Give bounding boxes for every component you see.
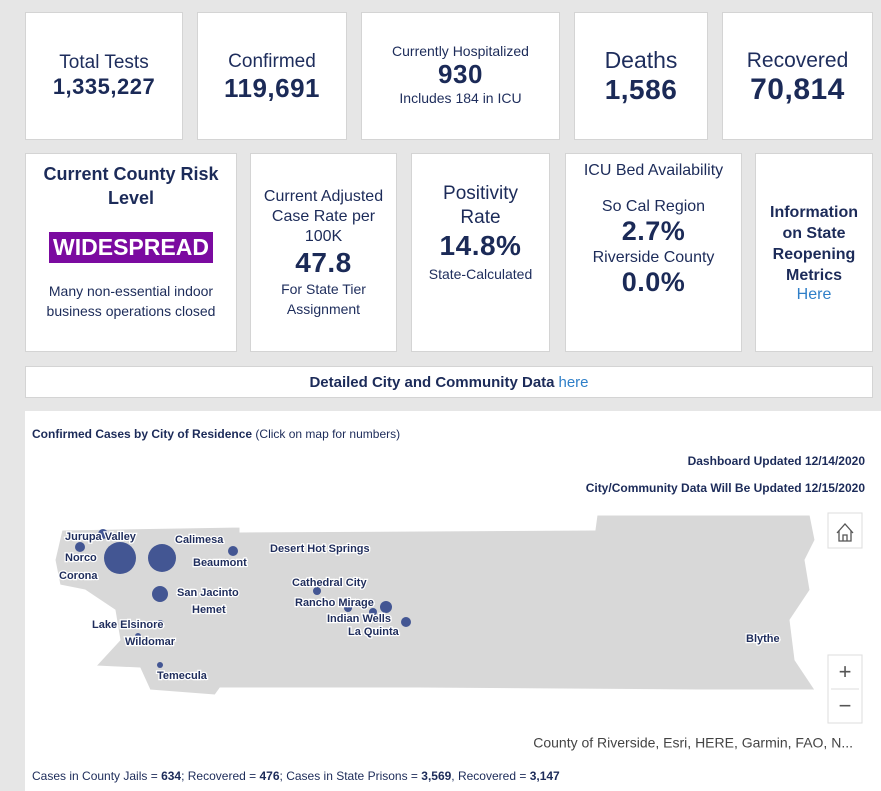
map-title: Confirmed Cases by City of Residence xyxy=(32,427,253,441)
case-rate-value: 47.8 xyxy=(295,246,352,278)
stat-card: Currently Hospitalized 930 Includes 184 … xyxy=(361,12,560,140)
map-heading: Confirmed Cases by City of Residence (Cl… xyxy=(32,427,400,441)
city-dot xyxy=(369,608,377,616)
positivity-card: Positivity Rate 14.8% State-Calculated xyxy=(411,153,550,352)
footer-separator: , xyxy=(451,769,458,783)
city-dot xyxy=(313,587,321,595)
city-label: Jurupa Valley xyxy=(65,531,137,543)
footer-label: Recovered = xyxy=(187,769,260,783)
footer-value: 634 xyxy=(161,769,182,783)
city-label: Blythe xyxy=(746,633,780,645)
stat-label: Confirmed xyxy=(228,51,316,72)
stat-value: 930 xyxy=(438,59,483,89)
icu-region: So Cal Region xyxy=(601,198,706,215)
icu-title: ICU Bed Availability xyxy=(583,162,724,179)
case-rate-card: Current Adjusted Case Rate per 100K 47.8… xyxy=(250,153,397,352)
stat-card: Deaths 1,586 xyxy=(574,12,708,140)
city-dot xyxy=(344,604,352,612)
footer-label: Recovered = xyxy=(457,769,530,783)
city-dot xyxy=(228,546,238,556)
stat-card: Confirmed 119,691 xyxy=(197,12,347,140)
city-dot xyxy=(135,633,141,639)
map-city-updated: City/Community Data Will Be Updated 12/1… xyxy=(585,481,865,495)
home-icon xyxy=(836,523,854,542)
footer-value: 3,569 xyxy=(421,769,452,783)
stat-label: Deaths xyxy=(604,46,678,73)
map-attribution: County of Riverside, Esri, HERE, Garmin,… xyxy=(533,735,853,751)
stat-card: Total Tests 1,335,227 xyxy=(25,12,183,140)
map[interactable]: Jurupa Valley Norco Corona Calimesa Beaumont… xyxy=(25,411,881,791)
city-label: Wildomar xyxy=(125,636,176,648)
banner: Detailed City and Community Data here xyxy=(25,366,873,398)
city-label: Lake Elsinore xyxy=(92,619,164,631)
banner-link[interactable]: here xyxy=(558,373,589,391)
city-dot xyxy=(104,542,136,574)
risk-card: Current County Risk Level WIDESPREAD Man… xyxy=(25,153,237,352)
city-label: Hemet xyxy=(192,604,226,616)
city-label: Temecula xyxy=(157,670,208,682)
stat-value: 70,814 xyxy=(750,73,845,106)
zoom-in[interactable]: + xyxy=(839,659,852,684)
stat-label: Total Tests xyxy=(59,52,149,73)
city-label: Norco xyxy=(65,552,97,564)
city-dot xyxy=(156,620,164,628)
footer-separator: ; xyxy=(181,769,188,783)
risk-title: Current County Risk Level xyxy=(43,164,219,208)
info-link[interactable]: Here xyxy=(796,285,832,303)
city-label: Indian Wells xyxy=(327,613,391,625)
positivity-label: Positivity Rate xyxy=(443,183,518,228)
stat-note: Includes 184 in ICU xyxy=(399,90,522,106)
city-dot xyxy=(157,662,163,668)
stat-label: Recovered xyxy=(746,49,849,72)
home-button[interactable] xyxy=(827,512,863,549)
stat-value: 1,586 xyxy=(604,73,678,105)
city-label: Desert Hot Springs xyxy=(270,543,370,555)
icu-value: 2.7% xyxy=(621,216,686,246)
map-hint: (Click on map for numbers) xyxy=(255,427,401,441)
map-updated: Dashboard Updated 12/14/2020 xyxy=(687,454,865,468)
city-label: San Jacinto xyxy=(177,587,239,599)
footer: Cases in County Jails = 634; Recovered =… xyxy=(32,769,560,783)
case-rate-label: Current Adjusted Case Rate per 100K xyxy=(263,187,384,245)
city-label: Beaumont xyxy=(193,557,247,569)
footer-separator: ; xyxy=(279,769,287,783)
positivity-note: State-Calculated xyxy=(428,266,533,282)
footer-label: Cases in County Jails = xyxy=(32,769,162,783)
county-shape xyxy=(54,514,816,696)
city-dot xyxy=(401,617,411,627)
city-dot xyxy=(98,529,108,539)
city-dot xyxy=(152,586,168,602)
positivity-value: 14.8% xyxy=(439,230,522,261)
info-card: Information on State Reopening Metrics H… xyxy=(755,153,873,352)
stat-label: Currently Hospitalized xyxy=(392,43,529,59)
stat-card: Recovered 70,814 xyxy=(722,12,873,140)
zoom-out[interactable]: − xyxy=(839,693,852,718)
city-label: La Quinta xyxy=(348,626,400,638)
city-label: Rancho Mirage xyxy=(295,597,374,609)
case-rate-note: For State Tier Assignment xyxy=(281,280,366,317)
banner-text: Detailed City and Community Data xyxy=(309,373,555,391)
city-label: Corona xyxy=(59,570,98,582)
icu-region: Riverside County xyxy=(592,249,715,266)
stat-value: 119,691 xyxy=(223,73,321,103)
stat-value: 1,335,227 xyxy=(52,74,156,99)
city-dot xyxy=(380,601,392,613)
city-label: Calimesa xyxy=(175,534,224,546)
risk-level: WIDESPREAD xyxy=(49,232,213,263)
city-dot xyxy=(75,542,85,552)
risk-description: Many non-essential indoor business opera… xyxy=(46,283,216,319)
icu-value: 0.0% xyxy=(621,267,686,297)
icu-card: ICU Bed Availability So Cal Region 2.7% … xyxy=(565,153,742,352)
info-text: Information on State Reopening Metrics xyxy=(770,203,858,284)
city-label: Cathedral City xyxy=(292,577,367,589)
footer-value: 3,147 xyxy=(529,769,560,783)
map-panel: Confirmed Cases by City of Residence (Cl… xyxy=(25,411,881,791)
city-dot xyxy=(148,544,176,572)
footer-value: 476 xyxy=(259,769,280,783)
city-dot xyxy=(767,634,773,640)
footer-label: Cases in State Prisons = xyxy=(286,769,422,783)
